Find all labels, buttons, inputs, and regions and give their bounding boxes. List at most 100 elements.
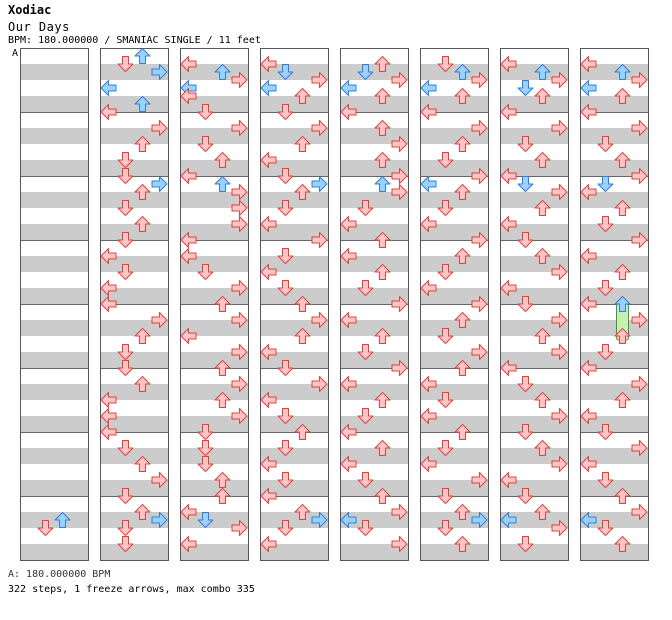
up-arrow-icon — [454, 184, 471, 200]
left-arrow-icon — [340, 456, 357, 472]
beat-stripe — [260, 352, 328, 368]
up-arrow-icon — [134, 136, 151, 152]
down-arrow-icon — [277, 200, 294, 216]
right-arrow-icon — [231, 280, 248, 296]
up-arrow-icon — [374, 392, 391, 408]
beat-stripe — [500, 288, 568, 304]
left-arrow-icon — [420, 216, 437, 232]
down-arrow-icon — [277, 360, 294, 376]
beat-stripe — [580, 512, 648, 528]
up-arrow-icon — [454, 536, 471, 552]
right-arrow-icon — [551, 72, 568, 88]
down-arrow-icon — [597, 176, 614, 192]
beat-stripe — [500, 320, 568, 336]
beat-stripe — [420, 512, 488, 528]
right-arrow-icon — [231, 376, 248, 392]
left-arrow-icon — [180, 88, 197, 104]
beat-stripe — [180, 480, 248, 496]
right-arrow-icon — [471, 296, 488, 312]
down-arrow-icon — [197, 440, 214, 456]
left-arrow-icon — [260, 392, 277, 408]
right-arrow-icon — [231, 408, 248, 424]
beat-stripe — [420, 224, 488, 240]
beat-stripe — [420, 480, 488, 496]
left-arrow-icon — [340, 248, 357, 264]
left-arrow-icon — [100, 280, 117, 296]
down-arrow-icon — [437, 264, 454, 280]
down-arrow-icon — [357, 200, 374, 216]
right-arrow-icon — [391, 296, 408, 312]
up-arrow-icon — [454, 424, 471, 440]
down-arrow-icon — [437, 56, 454, 72]
beat-stripe — [420, 384, 488, 400]
beat-stripe — [580, 288, 648, 304]
chart-column — [20, 48, 89, 561]
up-arrow-icon — [454, 88, 471, 104]
beat-stripe — [500, 384, 568, 400]
left-arrow-icon — [340, 80, 357, 96]
up-arrow-icon — [374, 56, 391, 72]
up-arrow-icon — [454, 504, 471, 520]
left-arrow-icon — [500, 104, 517, 120]
left-arrow-icon — [180, 536, 197, 552]
left-arrow-icon — [580, 56, 597, 72]
up-arrow-icon — [374, 440, 391, 456]
beat-stripe — [180, 64, 248, 80]
down-arrow-icon — [117, 168, 134, 184]
beat-stripe — [20, 480, 88, 496]
beat-stripe — [260, 288, 328, 304]
right-arrow-icon — [551, 344, 568, 360]
beat-stripe — [580, 224, 648, 240]
down-arrow-icon — [197, 456, 214, 472]
beat-stripe — [260, 64, 328, 80]
beat-stripe — [260, 480, 328, 496]
down-arrow-icon — [357, 280, 374, 296]
up-arrow-icon — [454, 360, 471, 376]
right-arrow-icon — [231, 312, 248, 328]
beat-stripe — [340, 352, 408, 368]
beat-stripe — [500, 96, 568, 112]
beat-stripe — [500, 480, 568, 496]
beat-stripe — [500, 512, 568, 528]
up-arrow-icon — [454, 248, 471, 264]
left-arrow-icon — [100, 392, 117, 408]
chart-column — [580, 48, 649, 561]
beat-stripe — [20, 160, 88, 176]
beat-stripe — [500, 64, 568, 80]
beat-stripe — [420, 320, 488, 336]
beat-stripe — [420, 288, 488, 304]
left-arrow-icon — [500, 168, 517, 184]
beat-stripe — [100, 128, 168, 144]
down-arrow-icon — [437, 328, 454, 344]
beat-stripe — [500, 416, 568, 432]
chart-column — [420, 48, 489, 561]
down-arrow-icon — [277, 408, 294, 424]
beat-stripe — [100, 96, 168, 112]
right-arrow-icon — [391, 184, 408, 200]
beat-stripe — [260, 416, 328, 432]
up-arrow-icon — [294, 136, 311, 152]
beat-stripe — [420, 416, 488, 432]
up-arrow-icon — [214, 176, 231, 192]
right-arrow-icon — [631, 168, 648, 184]
right-arrow-icon — [631, 232, 648, 248]
chart-column — [100, 48, 169, 561]
up-arrow-icon — [374, 88, 391, 104]
down-arrow-icon — [277, 520, 294, 536]
up-arrow-icon — [374, 152, 391, 168]
right-arrow-icon — [551, 312, 568, 328]
beat-stripe — [420, 96, 488, 112]
right-arrow-icon — [311, 72, 328, 88]
up-arrow-icon — [134, 504, 151, 520]
left-arrow-icon — [500, 56, 517, 72]
up-arrow-icon — [214, 360, 231, 376]
down-arrow-icon — [277, 64, 294, 80]
chart-stats: 322 steps, 1 freeze arrows, max combo 33… — [8, 584, 255, 595]
right-arrow-icon — [551, 408, 568, 424]
up-arrow-icon — [214, 392, 231, 408]
left-arrow-icon — [580, 184, 597, 200]
beat-stripe — [420, 128, 488, 144]
down-arrow-icon — [597, 424, 614, 440]
down-arrow-icon — [117, 344, 134, 360]
down-arrow-icon — [517, 488, 534, 504]
